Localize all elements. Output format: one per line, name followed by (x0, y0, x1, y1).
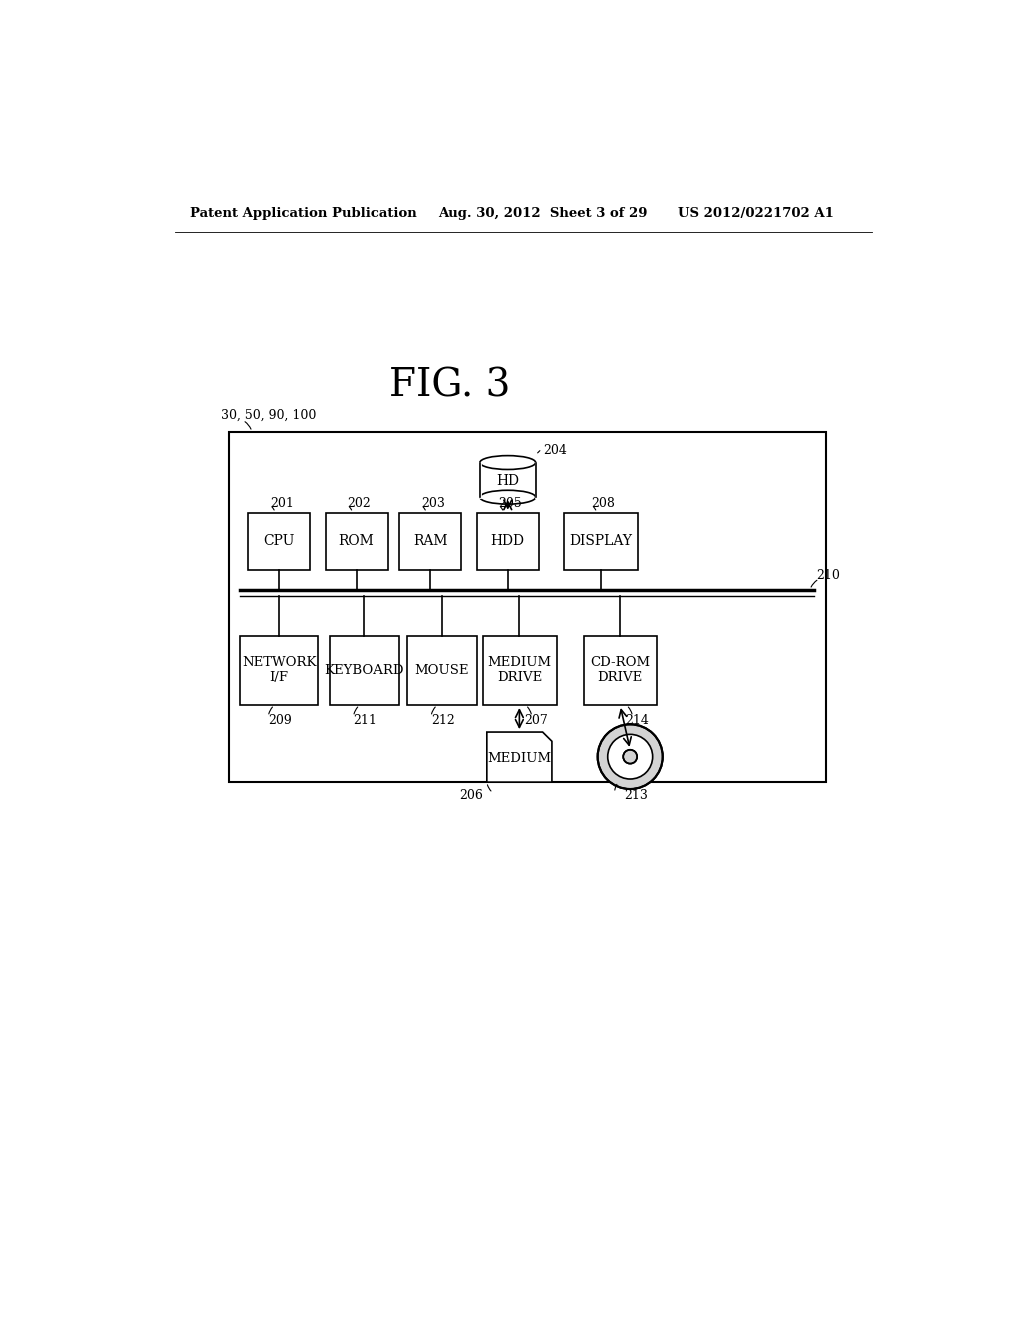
Text: 205: 205 (499, 496, 522, 510)
Text: Patent Application Publication: Patent Application Publication (190, 207, 417, 220)
Polygon shape (486, 733, 552, 781)
Circle shape (624, 750, 637, 763)
Text: 211: 211 (353, 714, 378, 727)
Bar (248, 512, 310, 570)
Bar (564, 512, 638, 570)
Text: 212: 212 (431, 714, 455, 727)
Text: 208: 208 (592, 496, 615, 510)
Text: 203: 203 (421, 496, 444, 510)
Bar (399, 512, 461, 570)
Text: 210: 210 (816, 569, 840, 582)
Bar (241, 636, 317, 705)
Text: 202: 202 (347, 496, 371, 510)
Text: KEYBOARD: KEYBOARD (325, 664, 404, 677)
Text: 207: 207 (524, 714, 548, 727)
Text: DISPLAY: DISPLAY (569, 535, 632, 548)
Text: 206: 206 (459, 789, 483, 803)
Text: 30, 50, 90, 100: 30, 50, 90, 100 (221, 408, 316, 421)
Circle shape (607, 734, 652, 779)
Bar (407, 636, 477, 705)
Circle shape (598, 725, 663, 789)
Text: 209: 209 (268, 714, 292, 727)
Text: RAM: RAM (413, 535, 447, 548)
Text: MEDIUM
DRIVE: MEDIUM DRIVE (487, 656, 552, 685)
Text: 213: 213 (624, 789, 648, 803)
Text: 214: 214 (625, 714, 648, 727)
Text: CD-ROM
DRIVE: CD-ROM DRIVE (590, 656, 650, 685)
Text: 201: 201 (270, 496, 294, 510)
Text: MEDIUM: MEDIUM (487, 751, 552, 764)
Text: FIG. 3: FIG. 3 (389, 367, 510, 404)
Text: 204: 204 (544, 445, 567, 458)
Text: HDD: HDD (490, 535, 524, 548)
Bar (480, 462, 536, 498)
Text: HD: HD (497, 474, 519, 488)
Bar (477, 512, 539, 570)
Ellipse shape (480, 455, 536, 470)
Bar (228, 432, 825, 781)
Bar (326, 512, 388, 570)
Bar (584, 636, 657, 705)
Text: ROM: ROM (339, 535, 375, 548)
Text: NETWORK
I/F: NETWORK I/F (242, 656, 316, 685)
Text: Aug. 30, 2012  Sheet 3 of 29: Aug. 30, 2012 Sheet 3 of 29 (438, 207, 647, 220)
Text: MOUSE: MOUSE (415, 664, 469, 677)
Bar (483, 636, 557, 705)
Text: CPU: CPU (263, 535, 295, 548)
Ellipse shape (480, 490, 536, 504)
Text: US 2012/0221702 A1: US 2012/0221702 A1 (678, 207, 835, 220)
Bar (330, 636, 399, 705)
